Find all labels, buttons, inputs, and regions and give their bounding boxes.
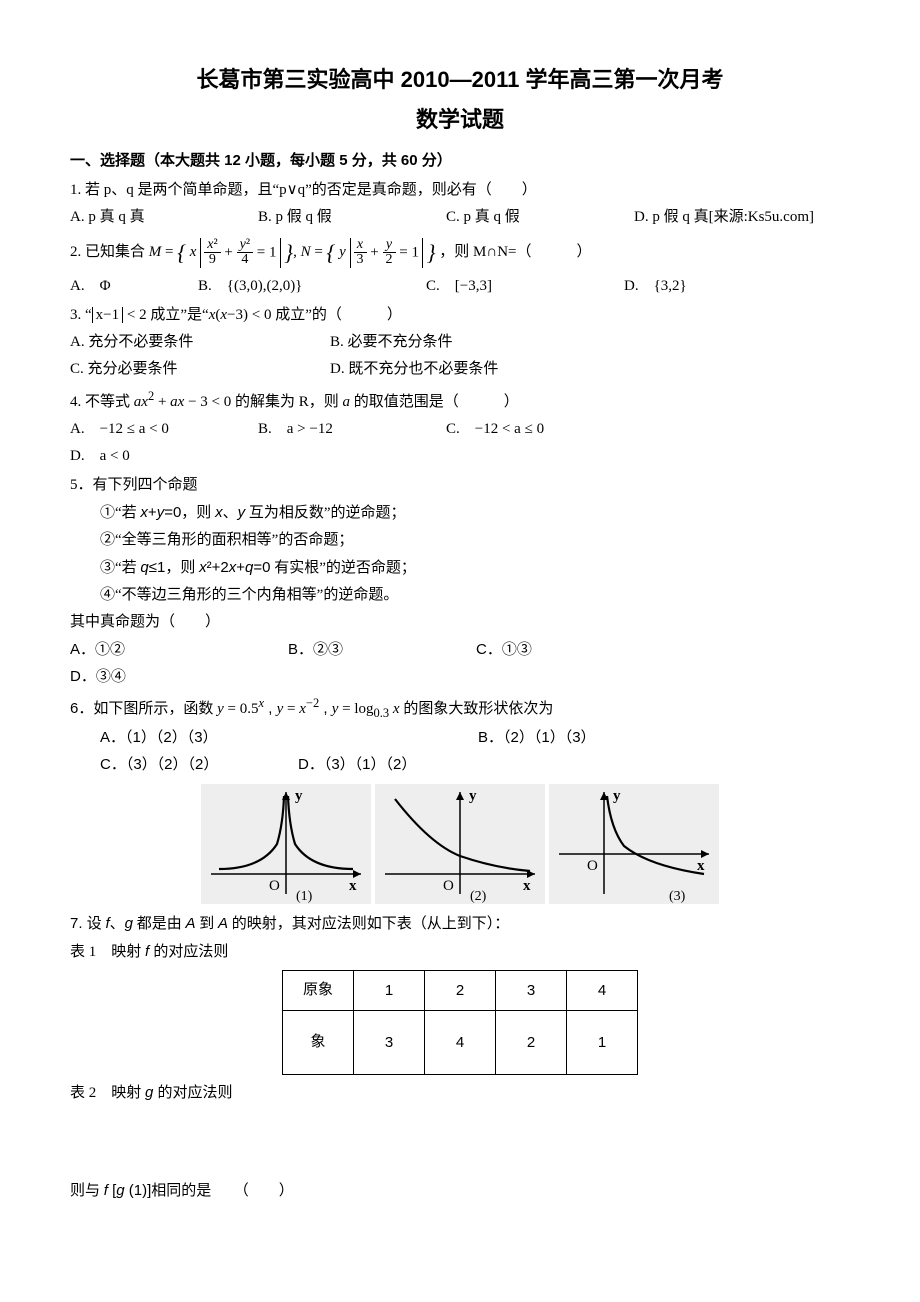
q4-opt-d: D. a < 0	[70, 443, 258, 470]
q2-options: A. Φ B. {(3,0),(2,0)} C. [−3,3] D. {3,2}	[70, 273, 850, 300]
q2-opt-a: A. Φ	[70, 273, 198, 300]
q1-opt-d-source: [来源:Ks5u.com]	[709, 209, 814, 225]
q4-stem: 4. 不等式 ax2 + ax − 3 < 0 的解集为 R，则 a 的取值范围…	[70, 385, 850, 416]
q2-opt-d: D. {3,2}	[624, 273, 812, 300]
q6-opt-b: B．（2）（1）（3）	[478, 724, 666, 751]
q7-stem: 7. 设 f、g 都是由 A 到 A 的映射，其对应法则如下表（从上到下）：	[70, 910, 850, 938]
section-1-heading: 一、选择题（本大题共 12 小题，每小题 5 分，共 60 分）	[70, 147, 850, 175]
q4-opt-b: B. a > −12	[258, 416, 446, 443]
svg-text:x: x	[523, 878, 531, 894]
svg-text:O: O	[587, 858, 598, 874]
q1-opt-d: D. p 假 q 真[来源:Ks5u.com]	[634, 204, 832, 231]
t1-r1c3: 3	[496, 971, 567, 1011]
q5-item-2: ②“全等三角形的面积相等”的否命题；	[70, 527, 850, 554]
q6-opt-a: A．（1）（2）（3）	[100, 724, 478, 751]
figure-3: O x y (3)	[549, 784, 719, 904]
t1-r1c2: 2	[425, 971, 496, 1011]
q3-options: A. 充分不必要条件 B. 必要不充分条件	[70, 329, 850, 356]
q2-stem: 2. 已知集合 M = { x x²9 + y²4 = 1 }, N = { y…	[70, 233, 850, 273]
svg-text:O: O	[443, 878, 454, 894]
fig3-label: (3)	[669, 889, 686, 904]
q5-opt-c: C．①③	[476, 636, 664, 663]
question-6: 6．如下图所示，函数 y = 0.5x , y = x−2 , y = log0…	[70, 692, 850, 905]
y-axis-label: y	[295, 788, 303, 804]
table1-caption: 表 1 映射 f 的对应法则	[70, 938, 850, 966]
exam-title-line2: 数学试题	[70, 100, 850, 140]
figure-2: O x y (2)	[375, 784, 545, 904]
q1-stem: 1. 若 p、q 是两个简单命题，且“p∨q”的否定是真命题，则必有（ ）	[70, 177, 850, 204]
q1-opt-d-text: D. p 假 q 真	[634, 209, 709, 225]
table2-caption: 表 2 映射 g 的对应法则	[70, 1079, 850, 1107]
fig2-label: (2)	[470, 889, 487, 904]
q5-opt-d: D．③④	[70, 663, 258, 690]
q5-stem: 5．有下列四个命题	[70, 472, 850, 499]
q5-item-4: ④“不等边三角形的三个内角相等”的逆命题。	[70, 582, 850, 609]
q6-figures: O x y (1) O x y (2) O x y	[70, 784, 850, 904]
t1-r1c1: 1	[354, 971, 425, 1011]
q3-opt-c: C. 充分必要条件	[70, 356, 330, 383]
svg-text:x: x	[697, 858, 705, 874]
section-1-text: 一、选择题（本大题共 12 小题，每小题 5 分，共 60 分）	[70, 152, 452, 169]
q2-stem-b: ，则 M∩N=（ ）	[439, 244, 591, 260]
fig1-label: (1)	[296, 889, 313, 904]
svg-text:y: y	[469, 788, 477, 804]
figure-1: O x y (1)	[201, 784, 371, 904]
q5-tail: 其中真命题为（ ）	[70, 609, 850, 636]
question-1: 1. 若 p、q 是两个简单命题，且“p∨q”的否定是真命题，则必有（ ） A.…	[70, 177, 850, 231]
question-7: 7. 设 f、g 都是由 A 到 A 的映射，其对应法则如下表（从上到下）： 表…	[70, 910, 850, 1205]
question-2: 2. 已知集合 M = { x x²9 + y²4 = 1 }, N = { y…	[70, 233, 850, 300]
q6-options-row1: A．（1）（2）（3） B．（2）（1）（3）	[70, 724, 850, 751]
q5-opt-a: A．①②	[70, 636, 288, 663]
q5-options: A．①② B．②③ C．①③ D．③④	[70, 636, 850, 690]
t1-r2c1: 3	[354, 1011, 425, 1075]
q5-item-1: ①“若 x+y=0，则 x、y 互为相反数”的逆命题；	[70, 499, 850, 527]
q3-opt-d: D. 既不充分也不必要条件	[330, 356, 590, 383]
q3-stem: 3. “x−1 < 2 成立”是“x(x−3) < 0 成立”的（ ）	[70, 302, 850, 329]
q1-opt-a: A. p 真 q 真	[70, 204, 258, 231]
q6-options-row2: C．（3）（2）（2） D．（3）（1）（2）	[70, 751, 850, 778]
q6-opt-d: D．（3）（1）（2）	[298, 751, 486, 778]
x-axis-label: x	[349, 878, 357, 894]
svg-text:y: y	[613, 788, 621, 804]
q3-opt-b: B. 必要不充分条件	[330, 329, 590, 356]
t1-r1c0: 原象	[283, 971, 354, 1011]
q1-options: A. p 真 q 真 B. p 假 q 假 C. p 真 q 假 D. p 假 …	[70, 204, 850, 231]
question-5: 5．有下列四个命题 ①“若 x+y=0，则 x、y 互为相反数”的逆命题； ②“…	[70, 472, 850, 690]
q2-opt-c: C. [−3,3]	[426, 273, 624, 300]
q5-item-3: ③“若 q≤1，则 x²+2x+q=0 有实根”的逆否命题；	[70, 554, 850, 582]
q6-stem: 6．如下图所示，函数 y = 0.5x , y = x−2 , y = log0…	[70, 692, 850, 725]
q1-opt-c: C. p 真 q 假	[446, 204, 634, 231]
q4-opt-a: A. −12 ≤ a < 0	[70, 416, 258, 443]
q4-options: A. −12 ≤ a < 0 B. a > −12 C. −12 < a ≤ 0…	[70, 416, 850, 470]
t1-r1c4: 4	[567, 971, 638, 1011]
t1-r2c4-val: 1	[567, 1029, 637, 1056]
q4-opt-c: C. −12 < a ≤ 0	[446, 416, 664, 443]
q3-opt-a: A. 充分不必要条件	[70, 329, 330, 356]
exam-title-line1: 长葛市第三实验高中 2010—2011 学年高三第一次月考	[70, 60, 850, 100]
table-1: 原象 1 2 3 4 象 3 4 2 1	[282, 970, 638, 1075]
q2-opt-b: B. {(3,0),(2,0)}	[198, 273, 426, 300]
t1-r2c2: 4	[425, 1011, 496, 1075]
q5-opt-b: B．②③	[288, 636, 476, 663]
t1-r2c0: 象	[283, 1011, 354, 1075]
t1-r2c3: 2	[496, 1011, 567, 1075]
q2-stem-a: 2. 已知集合	[70, 244, 149, 260]
table2-placeholder	[70, 1107, 850, 1177]
question-4: 4. 不等式 ax2 + ax − 3 < 0 的解集为 R，则 a 的取值范围…	[70, 385, 850, 470]
q1-opt-b: B. p 假 q 假	[258, 204, 446, 231]
q2-set-M: M = { x x²9 + y²4 = 1 }	[149, 244, 293, 260]
question-3: 3. “x−1 < 2 成立”是“x(x−3) < 0 成立”的（ ） A. 充…	[70, 302, 850, 383]
origin-label: O	[269, 878, 280, 894]
q6-opt-c: C．（3）（2）（2）	[100, 751, 298, 778]
q2-set-N: N = { y x3 + y2 = 1 }	[301, 244, 436, 260]
q7-tail: 则与 f [g (1)]相同的是 （ ）	[70, 1177, 850, 1205]
t1-r2c4: 1	[567, 1011, 638, 1075]
